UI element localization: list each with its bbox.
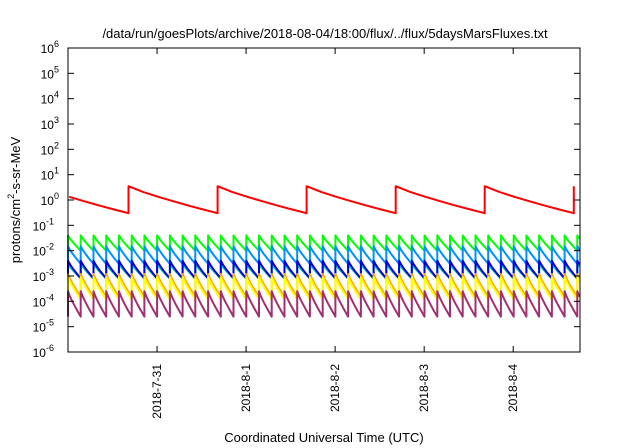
x-tick-label: 2018-7-31 (150, 364, 164, 419)
series-line-7 (67, 290, 581, 318)
series-line-2 (67, 245, 581, 265)
series-line-1 (67, 234, 581, 252)
x-axis-title: Coordinated Universal Time (UTC) (224, 430, 423, 445)
y-axis-title-base: protons/cm (8, 199, 23, 263)
x-tick-label: 2018-8-3 (417, 364, 431, 412)
chart-title: /data/run/goesPlots/archive/2018-08-04/1… (102, 26, 548, 41)
y-tick-label: 104 (41, 90, 59, 107)
x-tick-label: 2018-8-1 (239, 364, 253, 412)
y-tick-label: 100 (41, 191, 59, 208)
y-tick-label: 102 (41, 140, 59, 157)
y-tick-label: 105 (41, 64, 59, 81)
series-line-4 (67, 259, 581, 280)
y-tick-label: 103 (41, 115, 59, 132)
y-tick-label: 10-6 (33, 343, 54, 360)
y-tick-label: 106 (41, 39, 59, 56)
y-axis-title: protons/cm2-s-sr-MeV (6, 136, 23, 263)
series-line-0 (68, 185, 575, 215)
y-tick-label: 10-3 (33, 267, 54, 284)
series-layer (67, 185, 581, 318)
series-line-5 (67, 273, 581, 298)
y-axis-title-sup: 2 (6, 194, 16, 199)
y-tick-label: 10-2 (33, 242, 54, 259)
y-tick-label: 10-4 (33, 292, 54, 309)
y-tick-label: 101 (41, 166, 59, 183)
series-line-6 (67, 276, 581, 301)
y-axis-title-rest: -s-sr-MeV (8, 136, 23, 193)
x-tick-label: 2018-8-4 (506, 364, 520, 412)
x-axis: 2018-7-31 2018-8-1 2018-8-2 2018-8-3 2018-8-… (150, 48, 520, 419)
y-axis: 10-6 10-5 10-4 10-3 10-2 10-1 100 101 102 103 104 1… (33, 39, 580, 360)
y-tick-label: 10-1 (33, 216, 54, 233)
y-tick-label: 10-5 (33, 318, 54, 335)
x-tick-label: 2018-8-2 (328, 364, 342, 412)
